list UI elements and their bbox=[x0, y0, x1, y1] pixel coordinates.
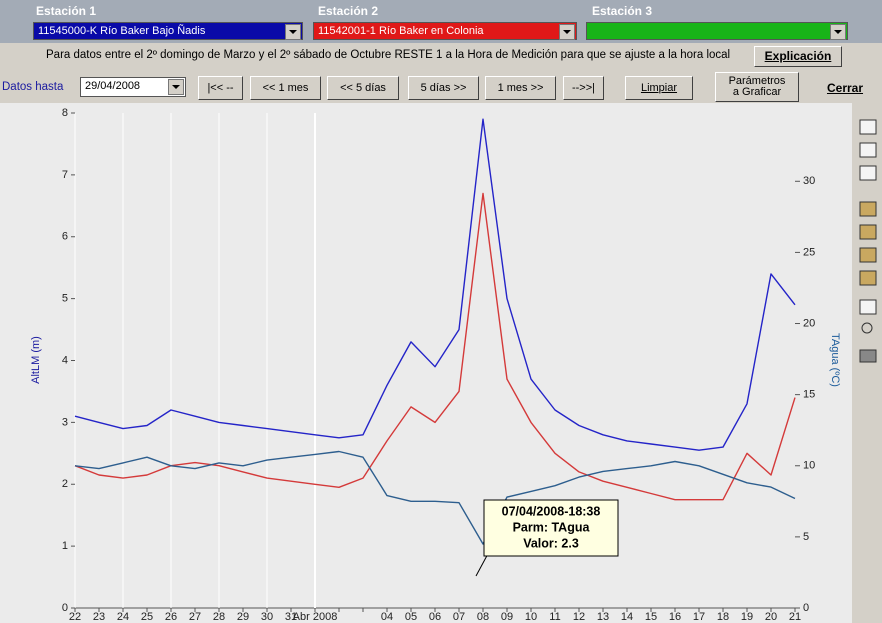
x-tick-label: 11 bbox=[549, 611, 560, 623]
icon[interactable] bbox=[859, 142, 877, 158]
x-tick-label: 05 bbox=[405, 611, 417, 623]
date-select[interactable]: 29/04/2008 bbox=[80, 77, 186, 97]
y-tick-label: 5 bbox=[62, 293, 68, 305]
dropdown-arrow bbox=[168, 79, 184, 95]
tool-strip bbox=[852, 103, 882, 623]
x-tick-label: 27 bbox=[189, 611, 201, 623]
y-tick-label: 3 bbox=[62, 416, 68, 428]
tooltip-box bbox=[483, 499, 619, 557]
station-name: 11545000-K Río Baker Bajo Ñadis bbox=[38, 25, 206, 37]
tooltip-text: 07/04/2008-18:38 bbox=[502, 504, 601, 518]
x-tick-label: 26 bbox=[165, 611, 177, 623]
y2-tick-label: 0 bbox=[803, 602, 809, 614]
x-tick-label: 22 bbox=[69, 611, 81, 623]
icon[interactable] bbox=[859, 201, 877, 217]
x-tick-label: 12 bbox=[573, 611, 585, 623]
y-axis-label: AltLM (m) bbox=[30, 336, 42, 384]
series-line bbox=[74, 450, 796, 545]
icon[interactable] bbox=[861, 322, 873, 334]
tooltip: 07/04/2008-18:38 Parm: TAgua Valor: 2.3 bbox=[475, 499, 619, 577]
x-tick-label: 19 bbox=[741, 611, 753, 623]
x-tick-label: 08 bbox=[477, 611, 489, 623]
nav-button[interactable]: 1 mes >> bbox=[485, 76, 556, 100]
x-tick-label: 21 bbox=[789, 611, 801, 623]
station-select[interactable]: 11542001-1 Río Baker en Colonia bbox=[313, 22, 577, 40]
y-tick-label: 8 bbox=[62, 107, 68, 119]
station-select[interactable]: 11545000-K Río Baker Bajo Ñadis bbox=[33, 22, 303, 40]
x-tick-label: 18 bbox=[717, 611, 729, 623]
icon[interactable] bbox=[859, 224, 877, 240]
station-label: Estación 2 bbox=[318, 4, 379, 18]
y-tick-label: 7 bbox=[62, 169, 68, 181]
x-tick-label: 10 bbox=[525, 611, 537, 623]
y-tick-label: 6 bbox=[62, 231, 68, 243]
tool-icons bbox=[859, 119, 877, 363]
nav-button[interactable]: 5 días >> bbox=[408, 76, 479, 100]
x-tick-label: 14 bbox=[621, 611, 633, 623]
icon[interactable] bbox=[859, 349, 877, 363]
x-tick-label: 31 bbox=[285, 611, 297, 623]
icon[interactable] bbox=[859, 165, 877, 181]
x-tick-label: 28 bbox=[213, 611, 225, 623]
station-select[interactable] bbox=[586, 22, 848, 40]
y2-tick-label: 5 bbox=[803, 531, 809, 543]
series-line bbox=[74, 118, 796, 451]
x-tick-label: 23 bbox=[93, 611, 105, 623]
station-label: Estación 3 bbox=[592, 4, 653, 18]
y2-tick-label: 15 bbox=[803, 389, 815, 401]
timezone-note: Para datos entre el 2º domingo de Marzo … bbox=[46, 49, 731, 61]
dropdown-arrow bbox=[559, 24, 575, 40]
x-tick-label: 29 bbox=[237, 611, 249, 623]
explain-button[interactable]: Explicación bbox=[754, 46, 842, 67]
x-tick-label: 13 bbox=[597, 611, 609, 623]
tooltip-text: Valor: 2.3 bbox=[523, 536, 579, 550]
nav-button[interactable]: << 5 días bbox=[327, 76, 399, 100]
date-value: 29/04/2008 bbox=[85, 80, 141, 92]
nav-button[interactable]: |<< -- bbox=[198, 76, 243, 100]
x-tick-label: 04 bbox=[381, 611, 393, 623]
tooltip-text: Parm: TAgua bbox=[513, 520, 591, 534]
icon[interactable] bbox=[859, 119, 877, 135]
dropdown-arrow bbox=[285, 24, 301, 40]
y2-axis-label: TAgua (ºC) bbox=[829, 333, 841, 387]
station-name: 11542001-1 Río Baker en Colonia bbox=[318, 25, 484, 37]
x-tick-label: 06 bbox=[429, 611, 441, 623]
x-tick-label: 17 bbox=[693, 611, 705, 623]
nav-button[interactable]: << 1 mes bbox=[250, 76, 321, 100]
icon[interactable] bbox=[859, 270, 877, 286]
y2-tick-label: 30 bbox=[803, 175, 815, 187]
y2-tick-label: 20 bbox=[803, 317, 815, 329]
y2-tick-label: 25 bbox=[803, 246, 815, 258]
x-tick-label: 25 bbox=[141, 611, 153, 623]
dropdown-arrow bbox=[830, 24, 846, 40]
date-label: Datos hasta bbox=[2, 81, 64, 93]
x-tick-label: 30 bbox=[261, 611, 273, 623]
params-button[interactable]: Parámetros a Graficar bbox=[715, 72, 799, 102]
x-tick-label: 20 bbox=[765, 611, 777, 623]
y-tick-label: 4 bbox=[62, 354, 68, 366]
x-tick-label: 09 bbox=[501, 611, 513, 623]
y2-tick-label: 10 bbox=[803, 460, 815, 472]
close-button[interactable]: Cerrar bbox=[812, 76, 878, 100]
chart-background bbox=[0, 103, 852, 623]
clear-button[interactable]: Limpiar bbox=[625, 76, 693, 100]
y-tick-label: 1 bbox=[62, 540, 68, 552]
nav-button[interactable]: -->>| bbox=[563, 76, 604, 100]
icon[interactable] bbox=[859, 247, 877, 263]
y-tick-label: 2 bbox=[62, 478, 68, 490]
x-tick-label: Abr 2008 bbox=[293, 611, 338, 623]
x-tick-label: 16 bbox=[669, 611, 681, 623]
y-tick-label: 0 bbox=[62, 602, 68, 614]
x-tick-label: 07 bbox=[453, 611, 465, 623]
series-line bbox=[74, 192, 796, 501]
x-tick-label: 24 bbox=[117, 611, 129, 623]
x-tick-label: 15 bbox=[645, 611, 657, 623]
icon[interactable] bbox=[859, 299, 877, 315]
station-label: Estación 1 bbox=[36, 4, 97, 18]
